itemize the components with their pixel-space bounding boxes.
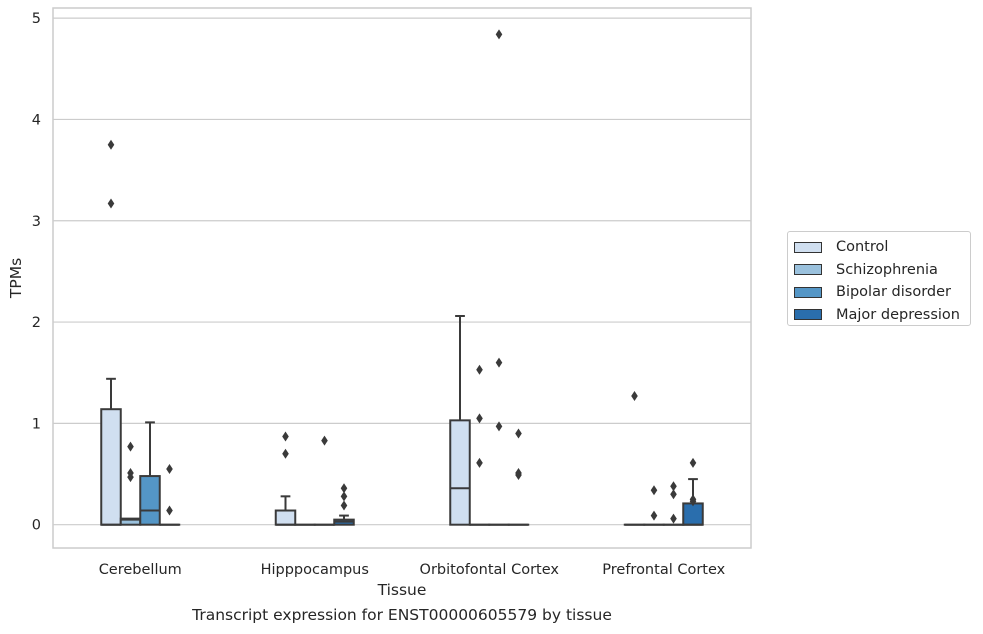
y-axis-label: TPMs <box>7 258 25 299</box>
x-tick-labels: Cerebellum Hipppocampus Orbitofontal Corte… <box>99 562 726 578</box>
x-tick-label: Hipppocampus <box>261 562 369 578</box>
outlier-point <box>631 391 638 402</box>
x-axis-label: Tissue <box>377 581 427 599</box>
outlier-point <box>127 468 134 479</box>
box-group <box>643 485 665 526</box>
legend-swatch <box>794 309 822 321</box>
legend-item: Control <box>794 236 970 259</box>
outlier-point <box>476 413 483 424</box>
box <box>139 475 161 526</box>
outlier-point <box>107 198 115 209</box>
legend-label: Bipolar disorder <box>836 284 951 301</box>
y-tick-label: 0 <box>32 518 41 534</box>
y-tick-label: 4 <box>32 112 41 128</box>
outlier-point <box>476 457 483 468</box>
outlier-point <box>670 481 677 492</box>
box-group <box>158 463 181 526</box>
box-group <box>662 481 685 526</box>
chart-caption: Transcript expression for ENST0000060557… <box>192 606 612 624</box>
box <box>449 419 471 526</box>
x-tick-label: Cerebellum <box>99 562 182 578</box>
y-tick-label: 5 <box>32 11 41 27</box>
box <box>100 408 122 526</box>
legend-swatch <box>794 241 822 253</box>
y-tick-labels: 0 1 2 3 4 5 <box>32 11 41 534</box>
outlier-point <box>650 510 658 521</box>
outlier-point <box>107 139 115 150</box>
box-group <box>274 431 297 526</box>
y-tick-label: 3 <box>32 214 41 230</box>
outlier-point <box>689 457 697 468</box>
box-group <box>119 441 142 526</box>
box-group <box>139 421 161 526</box>
legend-item: Bipolar disorder <box>794 281 970 304</box>
outlier-point <box>282 431 289 442</box>
grid-lines <box>53 17 751 526</box>
outlier-point <box>166 463 173 474</box>
y-tick-label: 2 <box>32 315 41 331</box>
box-plot-marks <box>100 29 704 526</box>
box-group <box>507 428 530 526</box>
legend-item: Major depression <box>794 304 970 327</box>
legend-label: Schizophrenia <box>836 261 938 278</box>
outlier-point <box>515 468 522 479</box>
outlier-point <box>340 491 348 502</box>
legend-swatch <box>794 286 822 298</box>
outlier-point <box>127 441 134 452</box>
x-tick-label: Orbitofontal Cortex <box>420 562 560 578</box>
outlier-point <box>476 364 483 375</box>
legend-item: Schizophrenia <box>794 259 970 282</box>
box-group <box>449 314 471 526</box>
box <box>274 509 297 526</box>
box-group <box>623 391 646 526</box>
box-group <box>333 483 355 526</box>
box <box>682 502 704 526</box>
outlier-point <box>282 448 289 459</box>
outlier-point <box>670 489 677 500</box>
box-group <box>682 457 704 526</box>
box-group <box>100 139 122 526</box>
outlier-point <box>689 494 697 505</box>
legend-label: Control <box>836 239 889 256</box>
outlier-point <box>166 505 173 516</box>
outlier-point <box>495 29 503 40</box>
box-group <box>468 364 491 526</box>
box-group <box>488 29 510 526</box>
outlier-point <box>515 428 522 439</box>
y-tick-label: 1 <box>32 416 41 432</box>
outlier-point <box>650 485 658 496</box>
x-tick-label: Prefrontal Cortex <box>602 562 725 578</box>
plot-frame <box>52 7 752 549</box>
outlier-point <box>670 513 677 524</box>
legend-swatch <box>794 264 822 276</box>
outlier-point <box>495 421 503 432</box>
chart-legend: Control Schizophrenia Bipolar disorder Majo… <box>787 231 971 326</box>
outlier-point <box>340 483 348 494</box>
outlier-point <box>495 357 503 368</box>
box-group <box>313 435 336 526</box>
legend-label: Major depression <box>836 306 960 323</box>
outlier-point <box>321 435 328 446</box>
outlier-point <box>340 500 348 511</box>
